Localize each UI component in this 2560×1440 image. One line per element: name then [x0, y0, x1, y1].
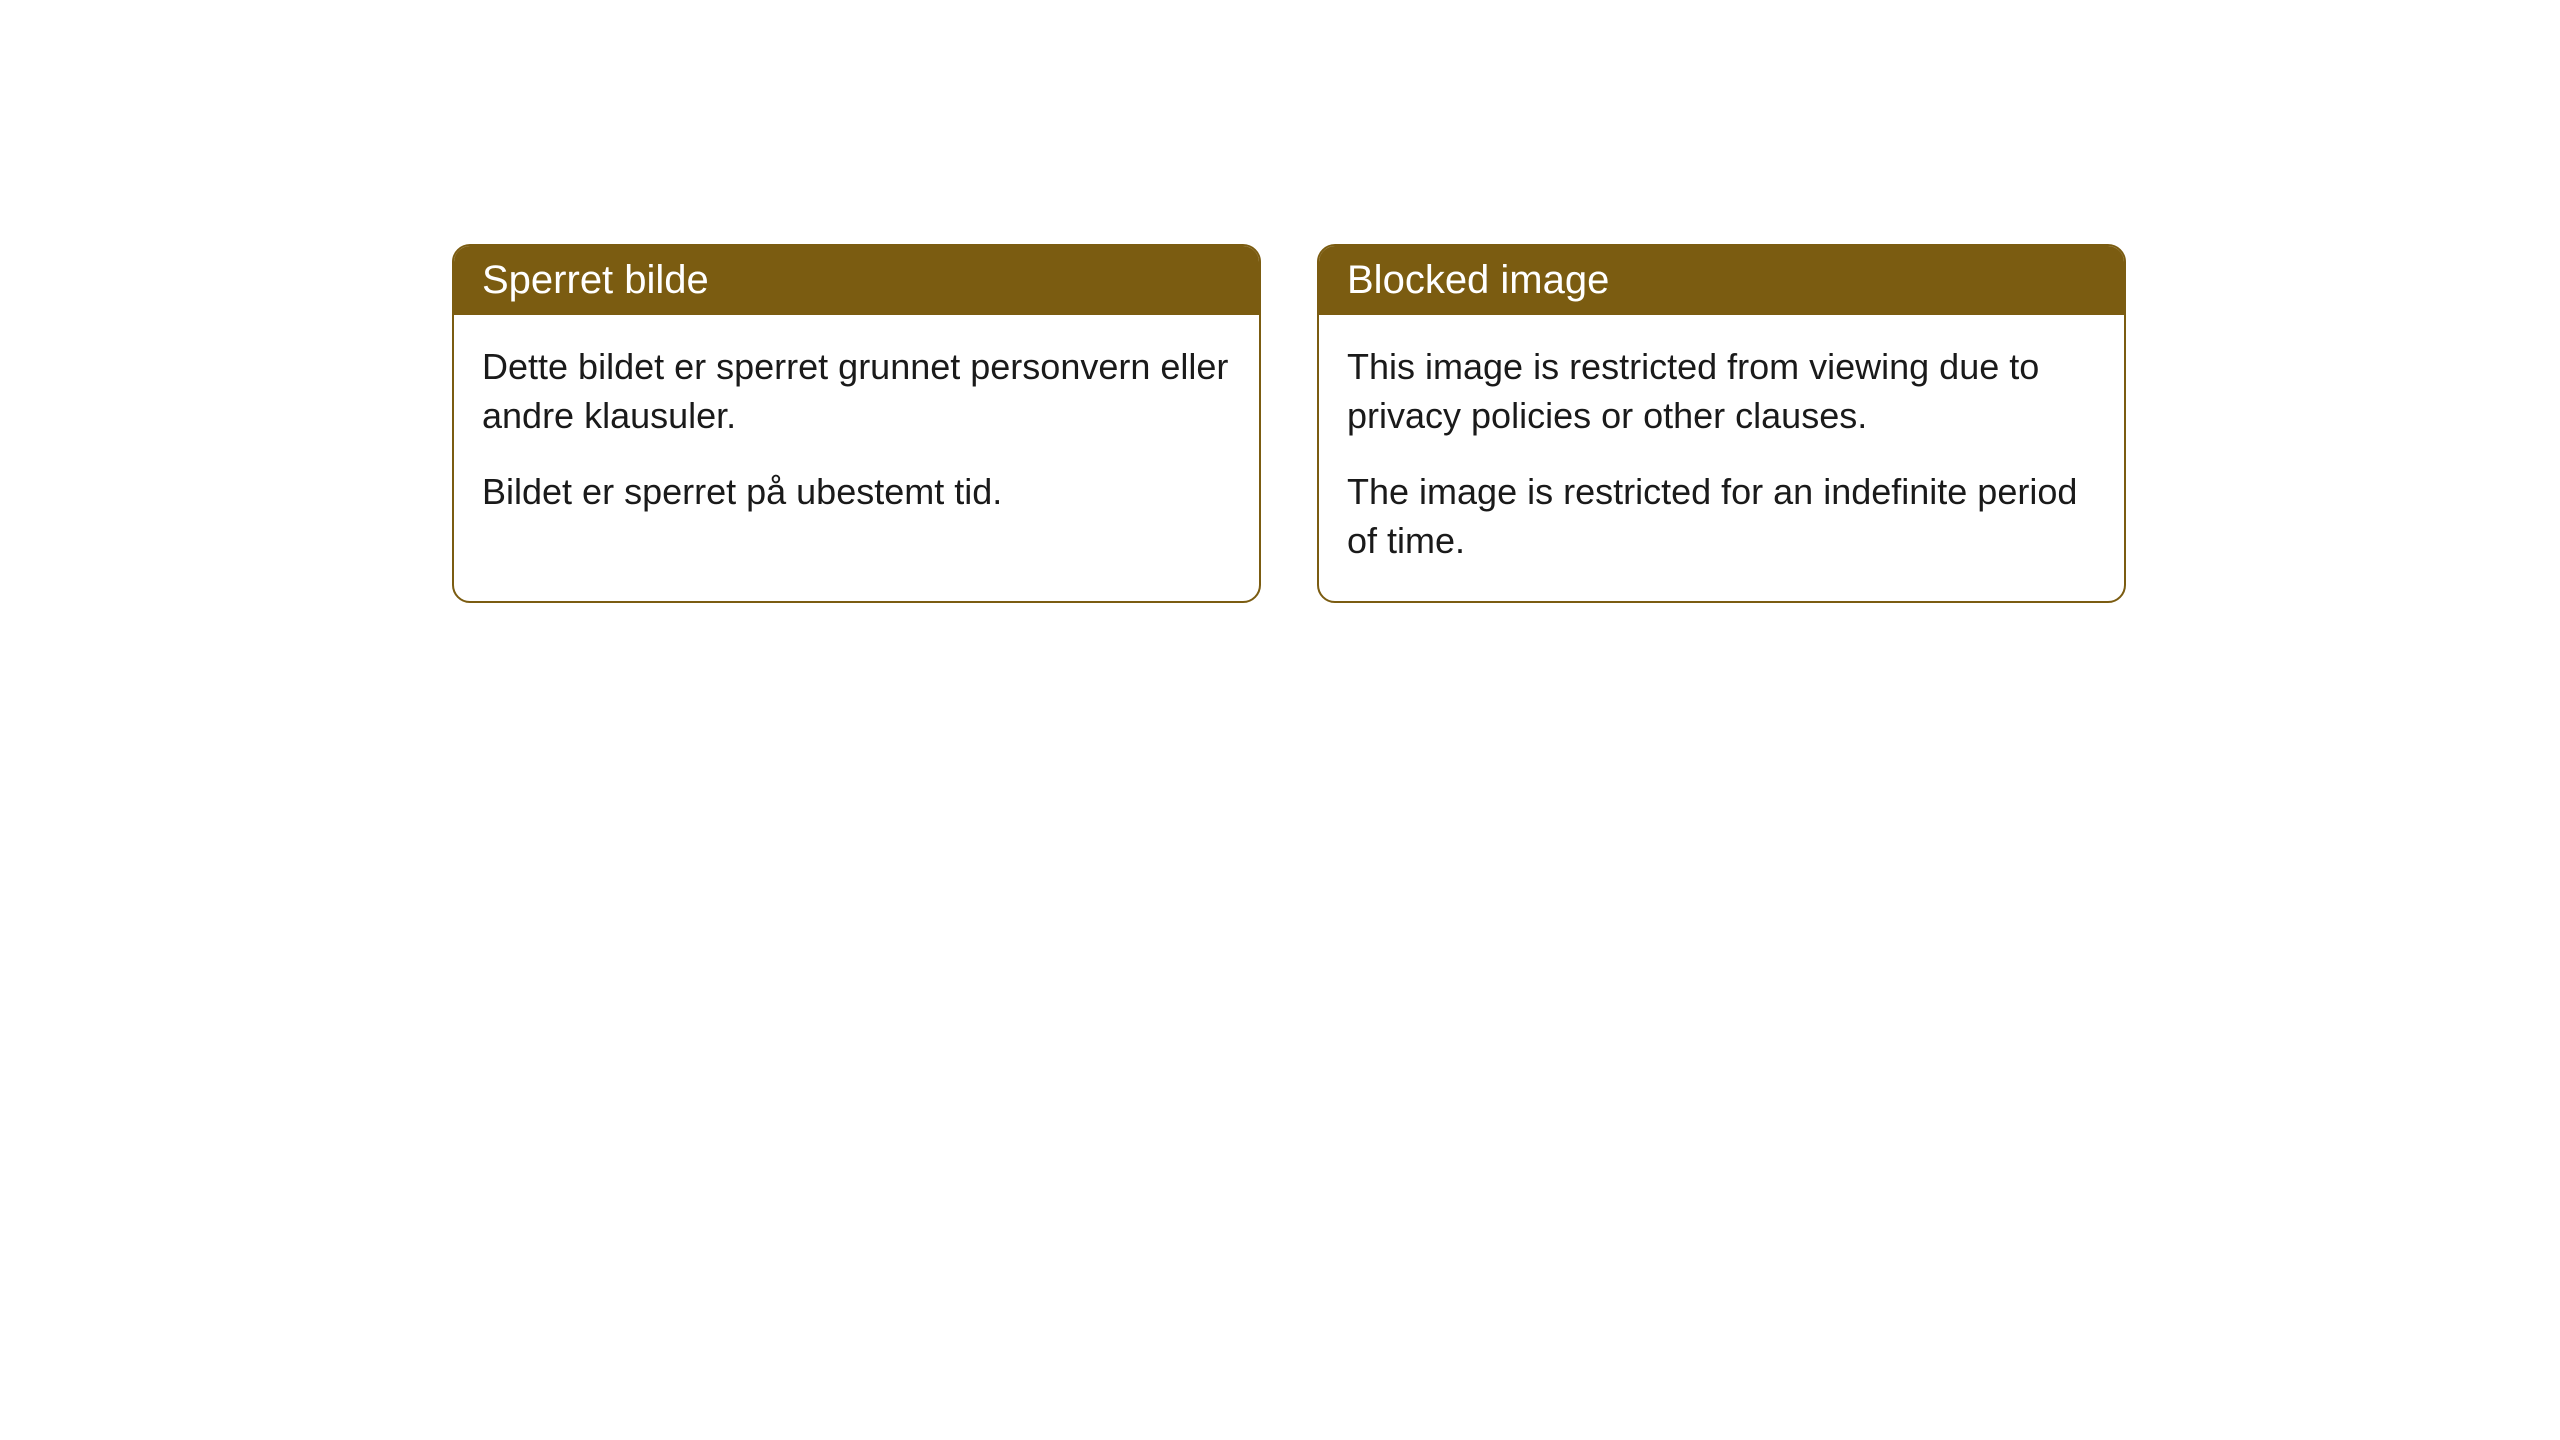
- card-paragraph-2-norwegian: Bildet er sperret på ubestemt tid.: [482, 468, 1231, 517]
- card-english: Blocked image This image is restricted f…: [1317, 244, 2126, 603]
- card-paragraph-1-english: This image is restricted from viewing du…: [1347, 343, 2096, 440]
- card-header-norwegian: Sperret bilde: [454, 246, 1259, 315]
- card-paragraph-1-norwegian: Dette bildet er sperret grunnet personve…: [482, 343, 1231, 440]
- card-norwegian: Sperret bilde Dette bildet er sperret gr…: [452, 244, 1261, 603]
- card-header-english: Blocked image: [1319, 246, 2124, 315]
- card-body-norwegian: Dette bildet er sperret grunnet personve…: [454, 315, 1259, 553]
- card-paragraph-2-english: The image is restricted for an indefinit…: [1347, 468, 2096, 565]
- cards-container: Sperret bilde Dette bildet er sperret gr…: [452, 244, 2126, 603]
- card-body-english: This image is restricted from viewing du…: [1319, 315, 2124, 601]
